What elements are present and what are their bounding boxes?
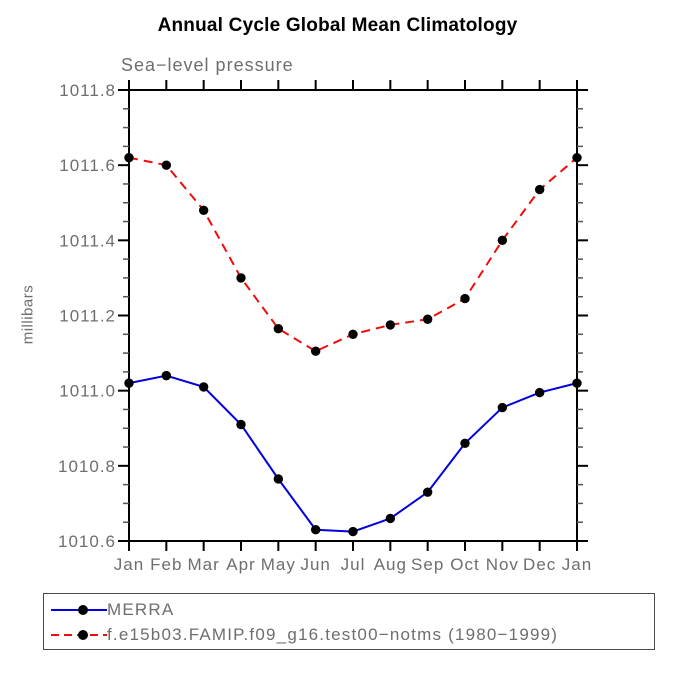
data-point-marker (572, 152, 582, 163)
x-tick-label: Aug (374, 555, 407, 574)
legend-item-model: f.e15b03.FAMIP.f09_g16.test00−notms (198… (44, 623, 654, 647)
merra-marker-dot-icon (78, 605, 88, 615)
x-tick-label: Nov (486, 555, 519, 574)
legend-label-merra: MERRA (107, 600, 175, 619)
data-point-marker (124, 378, 134, 388)
x-tick-label: Oct (450, 555, 479, 574)
y-tick-label: 1011.2 (59, 307, 116, 326)
data-point-marker (497, 235, 508, 246)
data-point-marker (497, 402, 508, 413)
data-point-marker (460, 438, 470, 448)
x-tick-label: May (261, 555, 296, 574)
plot-frame (128, 89, 578, 542)
x-tick-label: Feb (150, 555, 182, 574)
x-tick-label: Apr (226, 555, 255, 574)
legend-label-model: f.e15b03.FAMIP.f09_g16.test00−notms (198… (107, 625, 559, 644)
series-line-model (128, 156, 578, 353)
y-tick-label: 1011.6 (59, 156, 116, 175)
x-tick-label: Jun (300, 555, 330, 574)
y-tick-label: 1011.4 (59, 231, 116, 250)
data-point-marker (534, 184, 545, 195)
data-point-marker (422, 487, 433, 497)
data-point-marker (348, 526, 358, 537)
data-point-marker (385, 513, 396, 524)
data-point-marker (161, 160, 172, 170)
data-point-marker (273, 474, 284, 484)
x-tick-label: Mar (188, 555, 220, 574)
series-line-merra (128, 374, 578, 533)
data-point-marker (236, 273, 246, 283)
data-point-marker (460, 293, 470, 304)
data-point-marker (572, 378, 582, 388)
data-point-marker (385, 320, 396, 330)
data-point-marker (124, 152, 134, 163)
chart-subtitle: Sea−level pressure (121, 55, 294, 75)
data-point-marker (310, 346, 321, 356)
y-tick-label: 1011.0 (59, 382, 116, 401)
data-point-marker (198, 382, 209, 392)
x-tick-label: Jan (114, 555, 144, 574)
y-tick-label: 1010.6 (58, 532, 116, 551)
y-tick-label: 1011.8 (59, 81, 116, 100)
legend-item-merra: MERRA (44, 598, 654, 622)
data-point-marker (198, 205, 209, 215)
data-point-marker (236, 419, 246, 430)
x-tick-label: Dec (523, 555, 556, 574)
y-tick-label: 1010.8 (58, 457, 116, 476)
x-tick-label: Sep (411, 555, 444, 574)
data-point-marker (422, 314, 433, 324)
x-tick-label: Jan (562, 555, 592, 574)
data-point-marker (348, 329, 358, 339)
x-tick-label: Jul (341, 555, 366, 574)
data-point-marker (534, 387, 545, 398)
model-marker-dot-icon (78, 630, 88, 640)
legend: MERRA f.e15b03.FAMIP.f09_g16.test00−notm… (43, 593, 655, 650)
data-point-marker (273, 323, 284, 334)
data-point-marker (161, 370, 172, 381)
chart-title: Annual Cycle Global Mean Climatology (157, 15, 518, 36)
data-point-marker (310, 525, 321, 535)
